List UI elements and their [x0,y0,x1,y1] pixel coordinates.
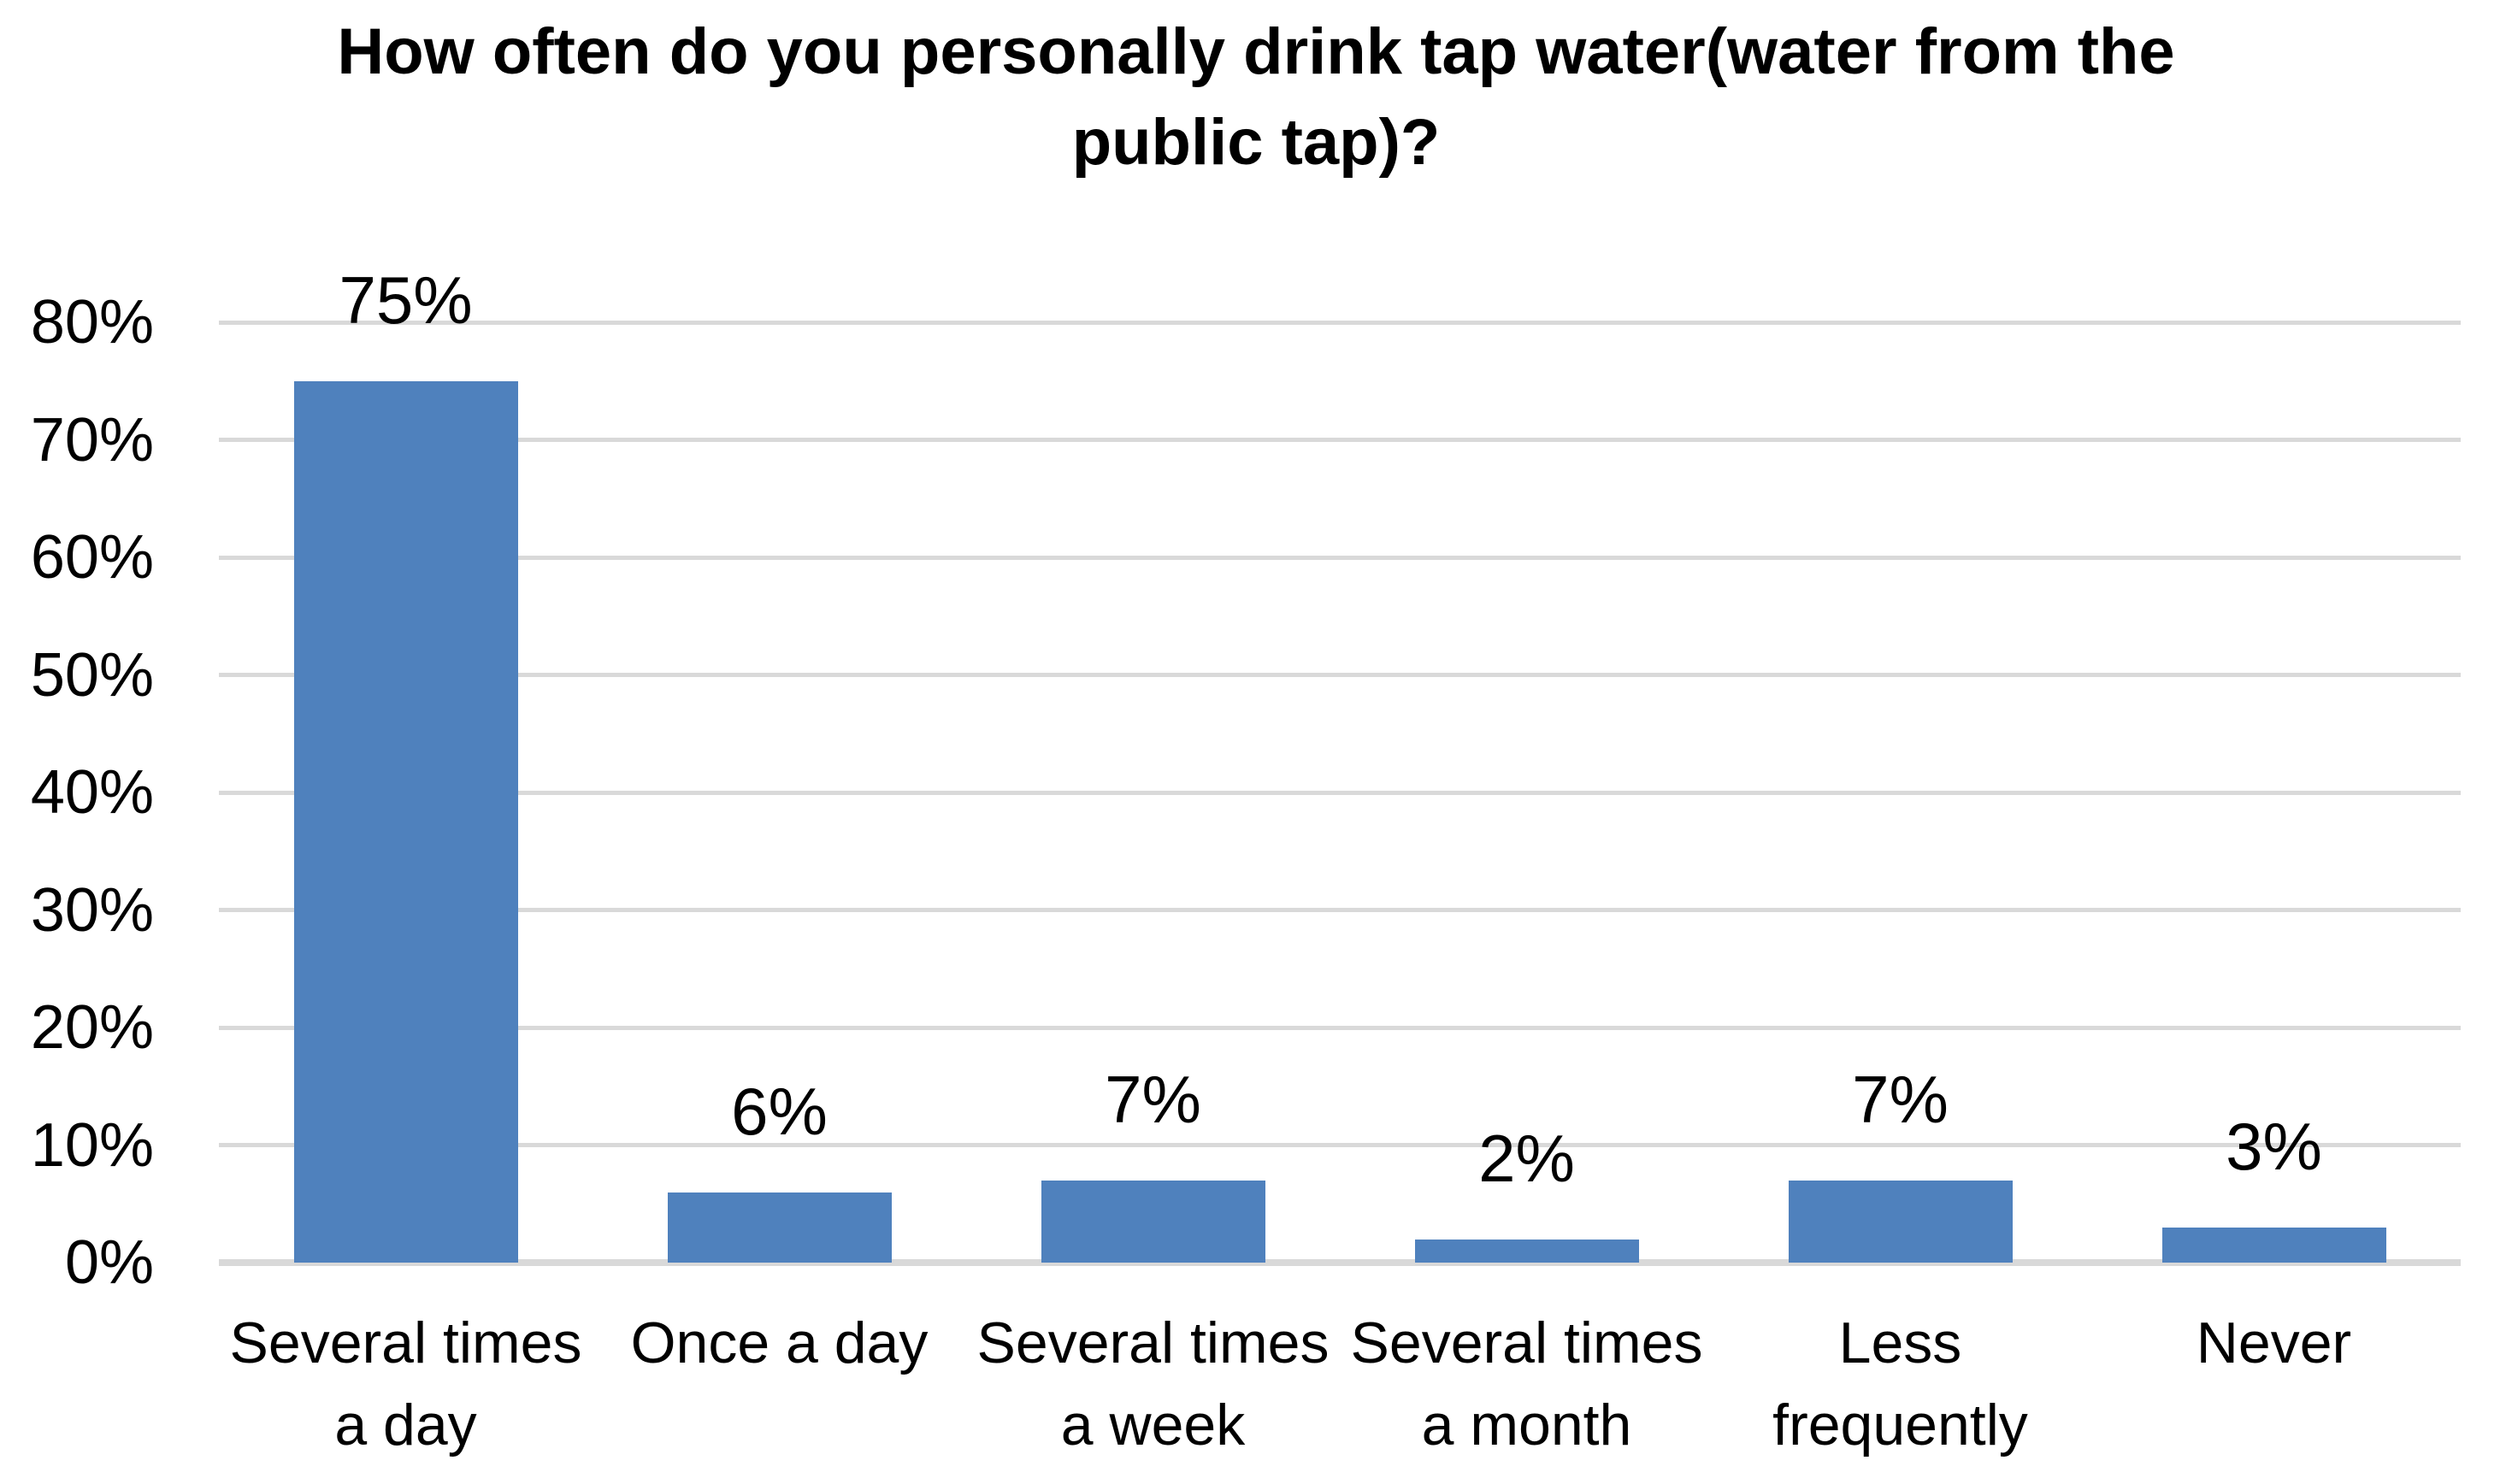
y-tick-label-30%: 30% [30,875,154,945]
bar-several-times-a-day [293,380,518,1263]
gridline-80% [219,320,2461,325]
bar-never [2161,1227,2386,1263]
x-label-several-times-a-day: Several times a day [219,1302,593,1466]
gridline-30% [219,908,2461,912]
x-label-line: a day [334,1393,477,1458]
x-label-line: Several times [229,1310,582,1375]
bar-value-label-several-times-a-week: 7% [1105,1061,1201,1137]
bar-several-times-a-week [1041,1180,1265,1263]
bar-value-label-several-times-a-day: 75% [339,262,473,338]
x-label-line: Several times [976,1310,1330,1375]
plot-area: 75% 6% 7% 2% 7% 3% [219,262,2461,1266]
bar-once-a-day [667,1192,892,1263]
gridline-40% [219,790,2461,795]
gridline-20% [219,1025,2461,1030]
x-axis-line [219,1259,2461,1266]
x-label-line: Once a day [630,1310,929,1375]
x-label-line: frequently [1772,1393,2028,1458]
chart-title: How often do you personally drink tap wa… [0,7,2512,188]
bar-several-times-a-month [1414,1239,1639,1263]
y-tick-label-20%: 20% [30,993,154,1062]
chart-title-line2: public tap)? [1071,106,1441,179]
y-tick-label-50%: 50% [30,640,154,710]
gridline-10% [219,1143,2461,1147]
bar-value-label-several-times-a-month: 2% [1478,1120,1575,1196]
x-label-line: a week [1060,1393,1246,1458]
y-tick-label-80%: 80% [30,288,154,356]
x-label-line: Several times [1350,1310,1703,1375]
x-label-several-times-a-month: Several times a month [1340,1302,1713,1466]
bar-value-label-less-frequently: 7% [1852,1061,1949,1137]
gridline-70% [219,438,2461,442]
x-label-less-frequently: Less frequently [1713,1302,2087,1466]
x-label-line: a month [1421,1393,1632,1458]
y-tick-label-10%: 10% [30,1110,154,1180]
chart-title-line1: How often do you personally drink tap wa… [337,15,2175,88]
y-tick-label-70%: 70% [30,405,154,474]
bar-value-label-once-a-day: 6% [731,1073,828,1149]
x-label-line: Never [2196,1310,2352,1375]
x-label-line: Less [1838,1310,1962,1375]
gridline-60% [219,555,2461,560]
bar-less-frequently [1788,1180,2013,1263]
y-tick-label-40%: 40% [30,758,154,827]
bar-value-label-never: 3% [2226,1108,2322,1184]
x-label-once-a-day: Once a day [593,1302,966,1384]
x-label-several-times-a-week: Several times a week [966,1302,1340,1466]
gridline-50% [219,673,2461,677]
y-tick-label-60%: 60% [30,523,154,592]
x-label-never: Never [2087,1302,2461,1384]
y-tick-label-0%: 0% [64,1228,154,1297]
